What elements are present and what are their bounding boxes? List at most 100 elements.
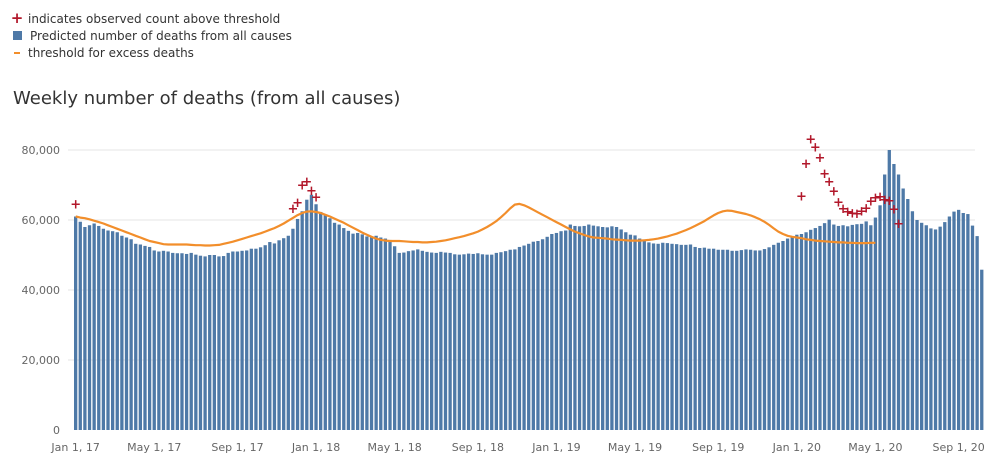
observed-marker[interactable]: +: [70, 197, 81, 212]
data-bar[interactable]: [300, 211, 304, 430]
data-bar[interactable]: [929, 228, 933, 430]
data-bar[interactable]: [180, 253, 184, 430]
data-bar[interactable]: [503, 251, 508, 430]
data-bar[interactable]: [947, 216, 952, 431]
data-bar[interactable]: [120, 235, 124, 430]
data-bar[interactable]: [286, 235, 290, 430]
data-bar[interactable]: [674, 244, 679, 430]
data-bar[interactable]: [545, 236, 549, 430]
data-bar[interactable]: [217, 256, 221, 430]
data-bar[interactable]: [87, 225, 92, 430]
data-bar[interactable]: [397, 252, 401, 430]
observed-marker[interactable]: +: [824, 175, 835, 190]
data-bar[interactable]: [684, 244, 688, 430]
data-bar[interactable]: [818, 225, 822, 430]
data-bar[interactable]: [365, 236, 369, 430]
data-bar[interactable]: [739, 250, 744, 430]
data-bar[interactable]: [254, 248, 258, 430]
data-bar[interactable]: [587, 224, 591, 430]
data-bar[interactable]: [836, 225, 841, 430]
data-bar[interactable]: [642, 240, 646, 430]
data-bar[interactable]: [892, 164, 896, 430]
data-bar[interactable]: [693, 246, 697, 430]
data-bar[interactable]: [601, 227, 605, 430]
data-bar[interactable]: [624, 232, 628, 430]
data-bar[interactable]: [906, 199, 910, 430]
data-bar[interactable]: [194, 254, 198, 430]
data-bar[interactable]: [896, 174, 901, 431]
data-bar[interactable]: [938, 226, 942, 430]
data-bar[interactable]: [429, 252, 434, 430]
observed-marker[interactable]: +: [819, 167, 830, 182]
data-bar[interactable]: [208, 255, 212, 430]
data-bar[interactable]: [878, 205, 882, 430]
observed-marker[interactable]: +: [870, 191, 881, 206]
legend-item-observed[interactable]: + indicates observed count above thresho…: [10, 10, 292, 27]
data-bar[interactable]: [661, 242, 665, 430]
data-bar[interactable]: [980, 269, 984, 430]
data-bar[interactable]: [101, 228, 106, 430]
data-bar[interactable]: [277, 240, 281, 430]
data-bar[interactable]: [184, 253, 189, 430]
data-bar[interactable]: [753, 250, 757, 430]
data-bar[interactable]: [846, 226, 850, 430]
data-bar[interactable]: [975, 236, 979, 430]
data-bar[interactable]: [564, 230, 568, 431]
data-bar[interactable]: [762, 249, 767, 430]
data-bar[interactable]: [309, 194, 314, 430]
data-bar[interactable]: [568, 224, 572, 430]
data-bar[interactable]: [711, 248, 716, 430]
data-bar[interactable]: [665, 243, 670, 430]
observed-marker[interactable]: +: [801, 157, 812, 172]
data-bar[interactable]: [827, 219, 831, 430]
data-bar[interactable]: [804, 232, 808, 430]
observed-marker[interactable]: +: [861, 201, 872, 216]
observed-marker[interactable]: +: [856, 204, 867, 219]
observed-marker[interactable]: +: [306, 184, 317, 199]
data-bar[interactable]: [933, 229, 938, 430]
data-bar[interactable]: [656, 243, 660, 430]
data-bar[interactable]: [499, 252, 503, 430]
data-bar[interactable]: [540, 239, 545, 430]
data-bar[interactable]: [226, 252, 230, 430]
data-bar[interactable]: [605, 227, 609, 430]
observed-marker[interactable]: +: [828, 184, 839, 199]
data-bar[interactable]: [166, 251, 170, 431]
data-bar[interactable]: [915, 220, 919, 430]
data-bar[interactable]: [859, 223, 864, 430]
data-bar[interactable]: [268, 242, 272, 430]
data-bar[interactable]: [554, 232, 559, 430]
observed-marker[interactable]: +: [810, 141, 821, 156]
observed-marker[interactable]: +: [879, 193, 890, 208]
data-bar[interactable]: [457, 254, 462, 430]
data-bar[interactable]: [379, 237, 383, 431]
data-bar[interactable]: [83, 227, 87, 430]
data-bar[interactable]: [776, 242, 780, 430]
observed-marker[interactable]: +: [292, 196, 303, 211]
data-bar[interactable]: [332, 222, 337, 430]
data-bar[interactable]: [901, 188, 905, 431]
data-bar[interactable]: [240, 250, 244, 430]
data-bar[interactable]: [721, 249, 725, 430]
data-bar[interactable]: [420, 250, 425, 430]
data-bar[interactable]: [416, 249, 420, 430]
data-bar[interactable]: [647, 242, 651, 430]
data-bar[interactable]: [550, 234, 554, 430]
data-bar[interactable]: [323, 214, 327, 430]
observed-marker[interactable]: +: [287, 202, 298, 217]
data-bar[interactable]: [735, 250, 739, 430]
data-bar[interactable]: [698, 248, 702, 430]
data-bar[interactable]: [943, 222, 947, 430]
data-bar[interactable]: [369, 236, 374, 430]
data-bar[interactable]: [559, 231, 563, 430]
data-bar[interactable]: [785, 238, 790, 430]
data-bar[interactable]: [730, 250, 734, 430]
data-bar[interactable]: [129, 239, 133, 430]
data-bar[interactable]: [360, 234, 364, 430]
data-bar[interactable]: [406, 251, 411, 430]
observed-marker[interactable]: +: [311, 190, 322, 205]
data-bar[interactable]: [439, 251, 443, 430]
data-bar[interactable]: [485, 254, 489, 430]
data-bar[interactable]: [138, 244, 143, 431]
data-bar[interactable]: [392, 246, 397, 430]
